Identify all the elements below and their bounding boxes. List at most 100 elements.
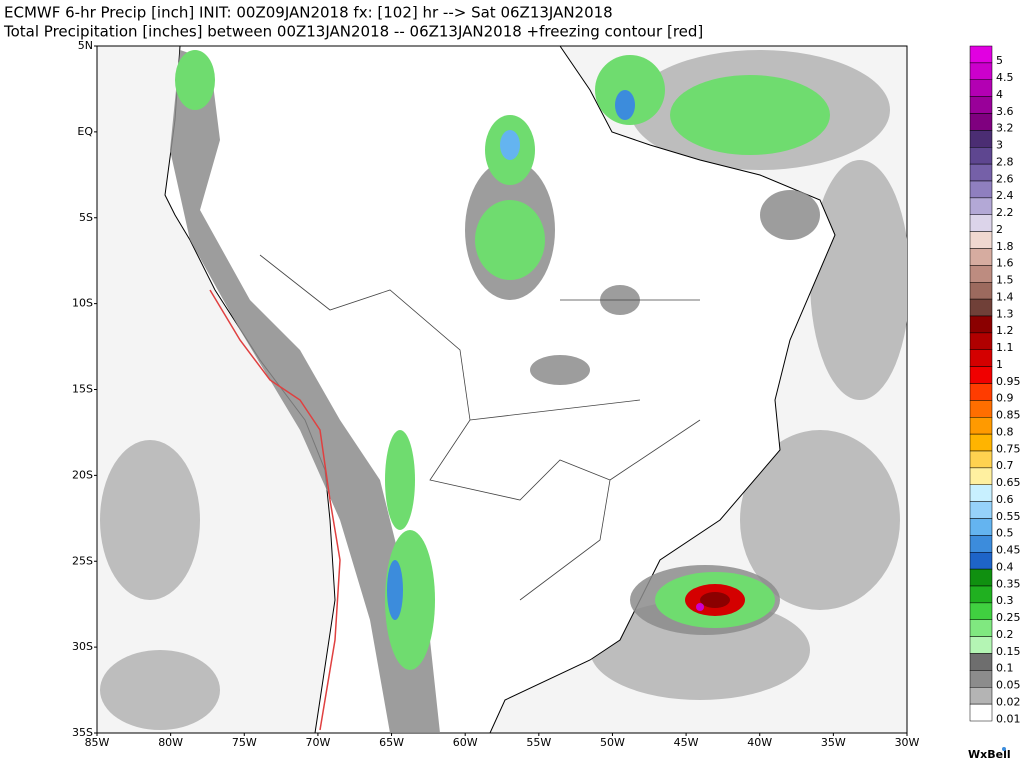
colorbar-label: 4 xyxy=(996,88,1003,101)
lat-label: 25S xyxy=(72,554,93,567)
colorbar-label: 1.2 xyxy=(996,324,1014,337)
colorbar-swatch xyxy=(969,163,993,182)
map xyxy=(96,45,908,734)
colorbar-label: 4.5 xyxy=(996,71,1014,84)
lon-label: 80W xyxy=(158,736,183,749)
lon-label: 85W xyxy=(85,736,110,749)
colorbar-swatch xyxy=(969,619,993,637)
colorbar-label: 2.6 xyxy=(996,172,1014,185)
colorbar-swatch xyxy=(969,653,993,671)
colorbar-swatch xyxy=(969,147,993,165)
colorbar-swatch xyxy=(969,315,993,334)
colorbar-swatch xyxy=(969,383,993,401)
colorbar-label: 1.4 xyxy=(996,290,1014,303)
colorbar-label: 0.2 xyxy=(996,628,1014,641)
colorbar-swatch xyxy=(969,349,993,367)
colorbar-label: 0.85 xyxy=(996,409,1021,422)
colorbar-label: 0.65 xyxy=(996,476,1021,489)
colorbar-swatch xyxy=(969,180,993,199)
colorbar-swatch xyxy=(969,265,993,283)
lat-label: 10S xyxy=(72,297,93,310)
colorbar-label: 0.4 xyxy=(996,560,1014,573)
colorbar-swatch xyxy=(969,467,993,485)
colorbar-label: 0.35 xyxy=(996,577,1021,590)
colorbar-swatch xyxy=(969,585,993,604)
colorbar-label: 0.3 xyxy=(996,594,1014,607)
lat-label: EQ xyxy=(77,125,93,138)
lon-label: 35W xyxy=(821,736,846,749)
colorbar-label: 0.01 xyxy=(996,712,1021,725)
colorbar-label: 0.55 xyxy=(996,510,1021,523)
colorbar-label: 2 xyxy=(996,223,1003,236)
colorbar-label: 0.8 xyxy=(996,425,1014,438)
lon-label: 70W xyxy=(305,736,330,749)
colorbar-swatch xyxy=(969,602,993,620)
colorbar-label: 2.2 xyxy=(996,206,1014,219)
lon-label: 60W xyxy=(453,736,478,749)
colorbar-swatch xyxy=(969,501,993,519)
colorbar-label: 1 xyxy=(996,358,1003,371)
continent xyxy=(164,46,836,733)
colorbar-label: 0.02 xyxy=(996,695,1021,708)
colorbar-swatch xyxy=(969,703,993,722)
colorbar-label: 3.6 xyxy=(996,105,1014,118)
colorbar-label: 0.45 xyxy=(996,544,1021,557)
colorbar-label: 0.75 xyxy=(996,442,1021,455)
colorbar-swatch xyxy=(969,433,993,452)
freezing-contour xyxy=(209,289,341,731)
lon-label: 65W xyxy=(379,736,404,749)
borders xyxy=(259,254,701,601)
lat-label: 15S xyxy=(72,383,93,396)
colorbar-label: 1.1 xyxy=(996,341,1014,354)
colorbar-label: 0.25 xyxy=(996,611,1021,624)
colorbar-label: 0.05 xyxy=(996,679,1021,692)
colorbar-swatch xyxy=(969,248,993,266)
colorbar-swatch xyxy=(969,400,993,418)
colorbar-swatch xyxy=(969,484,993,502)
colorbar-label: 5 xyxy=(996,54,1003,67)
colorbar-label: 1.5 xyxy=(996,274,1014,287)
lon-label: 30W xyxy=(895,736,920,749)
colorbar-label: 0.9 xyxy=(996,392,1014,405)
colorbar-label: 3 xyxy=(996,139,1003,152)
colorbar-swatch xyxy=(969,535,993,553)
colorbar-swatch xyxy=(969,670,993,688)
title-line1: ECMWF 6-hr Precip [inch] INIT: 00Z09JAN2… xyxy=(4,4,613,22)
lon-label: 50W xyxy=(600,736,625,749)
colorbar-label: 2.4 xyxy=(996,189,1014,202)
colorbar-label: 2.8 xyxy=(996,155,1014,168)
colorbar-label: 1.8 xyxy=(996,240,1014,253)
lat-label: 5N xyxy=(78,39,93,52)
colorbar-swatch xyxy=(969,96,993,114)
lon-label: 75W xyxy=(232,736,257,749)
colorbar-swatch xyxy=(969,298,993,317)
colorbar-swatch xyxy=(969,62,993,80)
colorbar-label: 3.2 xyxy=(996,122,1014,135)
colorbar-label: 0.7 xyxy=(996,459,1014,472)
colorbar-swatch xyxy=(969,282,993,300)
colorbar-label: 0.15 xyxy=(996,645,1021,658)
title-line2: Total Precipitation [inches] between 00Z… xyxy=(3,23,703,41)
lat-label: 35S xyxy=(72,726,93,739)
lat-label: 20S xyxy=(72,468,93,481)
colorbar-swatch xyxy=(969,552,993,570)
lat-label: 30S xyxy=(72,640,93,653)
colorbar-swatch xyxy=(969,113,993,131)
colorbar-swatch xyxy=(969,636,993,654)
colorbar-swatch xyxy=(969,687,993,705)
colorbar-swatch xyxy=(969,231,993,249)
credit-dot xyxy=(1002,747,1006,751)
colorbar-swatch xyxy=(969,568,993,587)
colorbar-label: 0.6 xyxy=(996,493,1014,506)
colorbar-swatch xyxy=(969,417,993,435)
colorbar-swatch xyxy=(969,45,993,64)
lat-label: 5S xyxy=(79,211,93,224)
colorbar-label: 0.5 xyxy=(996,527,1014,540)
colorbar-swatch xyxy=(969,130,993,148)
colorbar-swatch xyxy=(969,450,993,469)
colorbar-swatch xyxy=(969,197,993,215)
lon-label: 45W xyxy=(674,736,699,749)
colorbar-label: 0.1 xyxy=(996,662,1014,675)
colorbar-swatch xyxy=(969,79,993,97)
